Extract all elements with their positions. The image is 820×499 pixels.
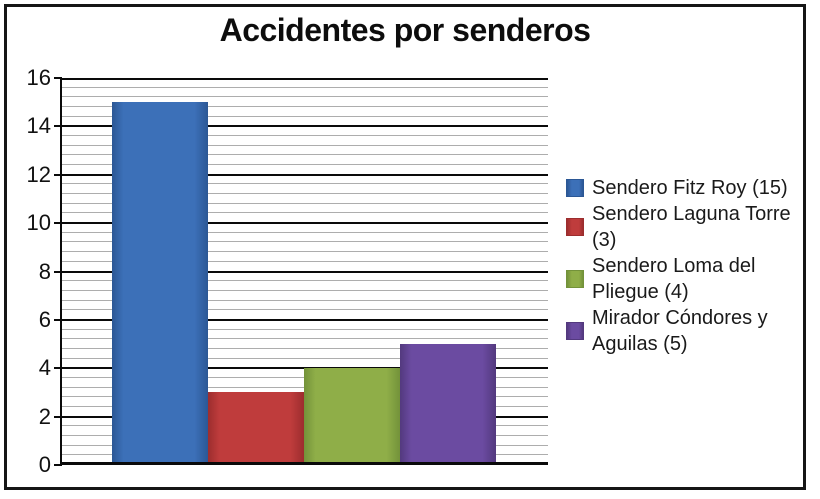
minor-gridline	[62, 348, 548, 349]
y-axis-tick-label: 10	[26, 210, 51, 235]
minor-gridline	[62, 96, 548, 97]
chart-title: Accidentes por senderos	[219, 12, 591, 48]
minor-gridline	[62, 309, 548, 310]
bar-1	[112, 102, 208, 465]
x-axis-baseline	[62, 462, 548, 465]
y-axis-tick	[54, 77, 62, 79]
y-axis-tick	[54, 125, 62, 127]
legend-label: Sendero Fitz Roy (15)	[592, 177, 788, 199]
minor-gridline	[62, 183, 548, 184]
minor-gridline	[62, 212, 548, 213]
y-axis-tick	[54, 271, 62, 273]
minor-gridline	[62, 116, 548, 117]
minor-gridline	[62, 164, 548, 165]
legend-swatch-green	[566, 270, 584, 288]
major-gridline	[62, 78, 548, 80]
y-axis-tick	[54, 319, 62, 321]
plot-area	[60, 77, 548, 465]
legend-item: Sendero Loma del Pliegue (4)	[566, 253, 806, 305]
y-axis-tick-label: 8	[38, 259, 51, 284]
legend-item: Sendero Fitz Roy (15)	[566, 175, 806, 201]
bar-2	[208, 392, 304, 465]
y-axis-tick	[54, 464, 62, 466]
y-axis-tick-label: 4	[38, 355, 51, 380]
legend-swatch-purple	[566, 322, 584, 340]
chart-frame: Accidentes por senderos 16 14 12 10 8 6 …	[4, 4, 806, 490]
major-gridline	[62, 271, 548, 273]
y-axis-tick-label: 6	[38, 307, 51, 332]
y-axis-tick	[54, 222, 62, 224]
legend-swatch-red	[566, 218, 584, 236]
major-gridline	[62, 174, 548, 176]
y-axis-line	[60, 77, 62, 465]
legend-swatch-blue	[566, 179, 584, 197]
y-axis-tick	[54, 174, 62, 176]
minor-gridline	[62, 280, 548, 281]
minor-gridline	[62, 203, 548, 204]
minor-gridline	[62, 329, 548, 330]
minor-gridline	[62, 300, 548, 301]
minor-gridline	[62, 154, 548, 155]
legend-label: Mirador Cóndores y Aguilas (5)	[592, 307, 768, 355]
major-gridline	[62, 125, 548, 127]
minor-gridline	[62, 241, 548, 242]
minor-gridline	[62, 145, 548, 146]
minor-gridline	[62, 135, 548, 136]
y-axis-tick-label: 14	[26, 113, 51, 138]
y-axis-tick-label: 2	[38, 404, 51, 429]
legend-label: Sendero Laguna Torre (3)	[592, 203, 791, 251]
minor-gridline	[62, 290, 548, 291]
minor-gridline	[62, 106, 548, 107]
y-axis-tick	[54, 416, 62, 418]
bar-3	[304, 368, 400, 465]
bar-4	[400, 344, 496, 465]
y-axis-tick	[54, 367, 62, 369]
minor-gridline	[62, 193, 548, 194]
y-axis-tick-label: 16	[26, 65, 51, 90]
legend-item: Mirador Cóndores y Aguilas (5)	[566, 305, 806, 357]
legend-item: Sendero Laguna Torre (3)	[566, 201, 806, 253]
minor-gridline	[62, 87, 548, 88]
minor-gridline	[62, 358, 548, 359]
minor-gridline	[62, 232, 548, 233]
minor-gridline	[62, 261, 548, 262]
y-axis-tick-label: 12	[26, 162, 51, 187]
major-gridline	[62, 222, 548, 224]
y-axis-tick-label: 0	[38, 452, 51, 477]
legend-label: Sendero Loma del Pliegue (4)	[592, 255, 756, 303]
major-gridline	[62, 319, 548, 321]
minor-gridline	[62, 338, 548, 339]
legend: Sendero Fitz Roy (15) Sendero Laguna Tor…	[566, 175, 806, 357]
minor-gridline	[62, 251, 548, 252]
